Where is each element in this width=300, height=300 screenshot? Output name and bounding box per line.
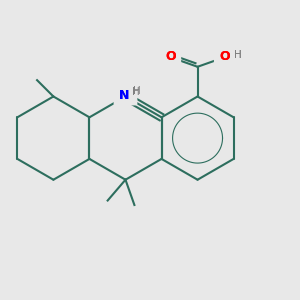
- Text: O: O: [166, 50, 176, 63]
- FancyBboxPatch shape: [160, 47, 181, 65]
- Text: O: O: [219, 50, 230, 63]
- Text: O: O: [219, 50, 230, 63]
- Text: O: O: [166, 50, 176, 63]
- FancyBboxPatch shape: [214, 47, 235, 65]
- FancyBboxPatch shape: [114, 86, 137, 105]
- Text: N: N: [119, 88, 129, 101]
- Text: H: H: [234, 50, 242, 60]
- Text: H: H: [132, 87, 140, 97]
- Text: N: N: [119, 88, 129, 101]
- Text: H: H: [234, 50, 242, 60]
- Text: H: H: [133, 85, 140, 96]
- FancyBboxPatch shape: [227, 46, 248, 64]
